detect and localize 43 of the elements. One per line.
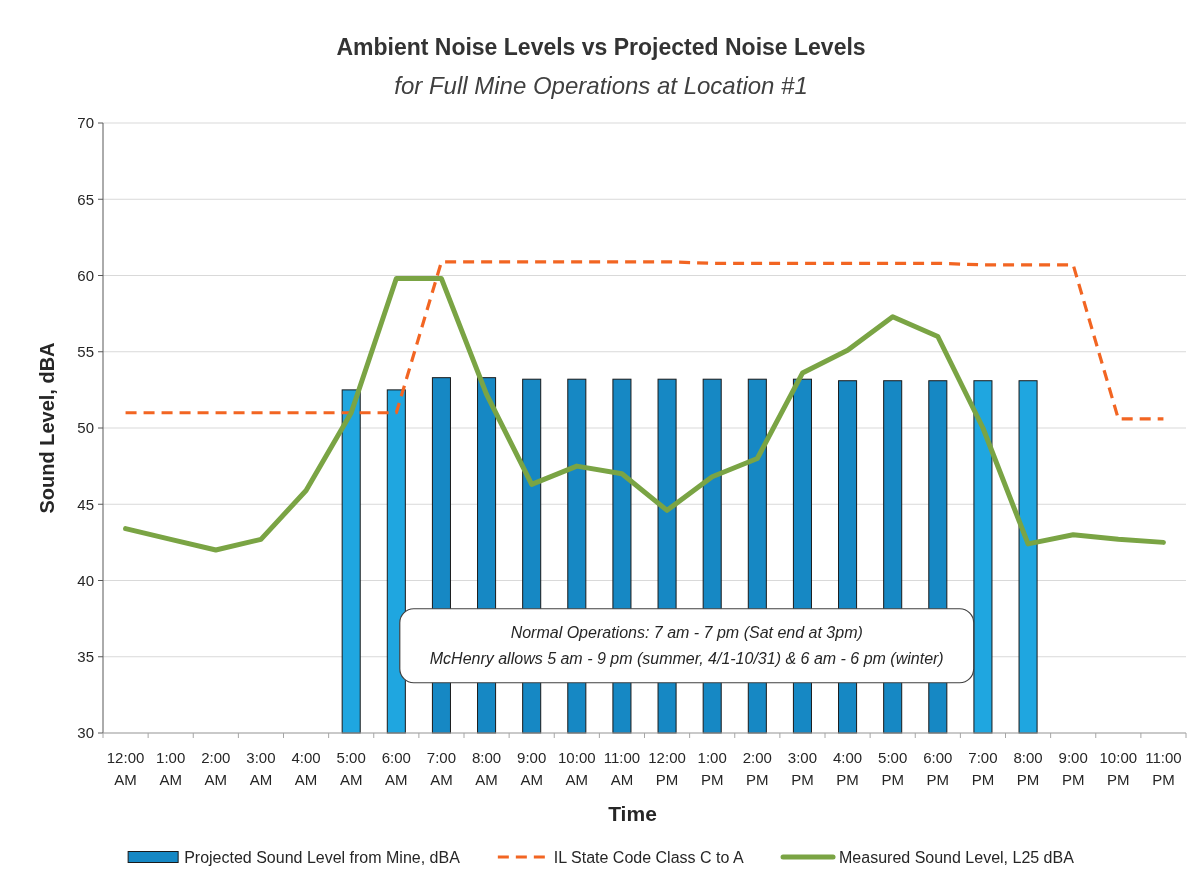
x-tick-label: 7:00 AM xyxy=(426,749,457,788)
chart-subtitle: for Full Mine Operations at Location #1 xyxy=(394,72,808,99)
x-tick-label: 10:00 AM xyxy=(558,749,596,788)
x-tick-label: 9:00 PM xyxy=(1058,749,1088,788)
legend-label: Measured Sound Level, L25 dBA xyxy=(839,848,1075,866)
legend-label: Projected Sound Level from Mine, dBA xyxy=(184,848,461,866)
x-tick-label: 11:00 PM xyxy=(1145,749,1182,788)
y-tick-label: 40 xyxy=(77,571,94,589)
x-tick-label: 4:00 AM xyxy=(291,749,321,788)
y-tick-label: 30 xyxy=(77,724,94,742)
x-tick-label: 10:00 PM xyxy=(1099,749,1138,788)
x-tick-label: 7:00 PM xyxy=(968,749,998,788)
legend-label: IL State Code Class C to A xyxy=(553,848,744,866)
x-tick-label: 11:00 AM xyxy=(603,749,641,788)
y-axis-title: Sound Level, dBA xyxy=(36,342,58,514)
x-tick-label: 3:00 PM xyxy=(787,749,818,788)
x-tick-label: 6:00 AM xyxy=(381,749,411,788)
x-tick-label: 6:00 PM xyxy=(923,749,953,788)
y-tick-label: 45 xyxy=(77,495,94,513)
x-tick-label: 2:00 PM xyxy=(742,749,772,788)
annotation: Normal Operations: 7 am - 7 pm (Sat end at 3pm) xyxy=(510,624,863,642)
x-tick-label: 3:00 AM xyxy=(246,749,276,788)
y-tick-label: 55 xyxy=(77,343,94,360)
y-tick-label: 65 xyxy=(77,190,94,208)
y-tick-label: 60 xyxy=(77,266,94,284)
x-axis-title: Time xyxy=(608,802,657,825)
x-tick-label: 8:00 AM xyxy=(471,749,502,788)
annotation: McHenry allows 5 am - 9 pm (summer, 4/1-10/31) & 6 am - 6 pm (winter) xyxy=(429,650,944,668)
y-tick-label: 70 xyxy=(77,114,94,132)
x-tick-label: 12:00 AM xyxy=(106,749,145,788)
x-tick-label: 12:00 PM xyxy=(648,749,686,788)
x-tick-label: 9:00 AM xyxy=(517,749,547,788)
x-tick-label: 4:00 PM xyxy=(832,749,863,788)
x-tick-label: 2:00 AM xyxy=(201,749,231,788)
x-tick-label: 5:00 AM xyxy=(336,749,366,788)
line-series xyxy=(123,260,1166,421)
x-tick-label: 8:00 PM xyxy=(1013,749,1043,788)
chart-title: Ambient Noise Levels vs Projected Noise Levels xyxy=(336,34,866,60)
x-tick-label: 1:00 PM xyxy=(697,749,727,788)
y-tick-label: 50 xyxy=(77,419,94,437)
y-tick-label: 35 xyxy=(77,648,94,665)
x-tick-label: 1:00 AM xyxy=(156,749,186,788)
x-tick-label: 5:00 PM xyxy=(878,749,908,788)
